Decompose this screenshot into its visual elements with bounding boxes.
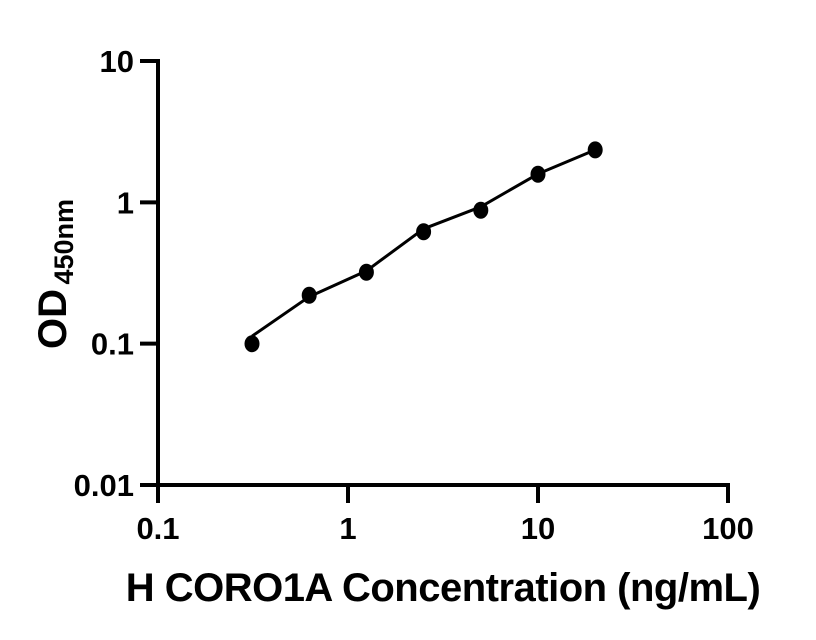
x-tick-label: 100 [702, 511, 754, 546]
x-tick-label: 1 [339, 511, 356, 546]
y-tick-label: 1 [117, 185, 134, 220]
data-point [416, 223, 432, 241]
data-point [358, 263, 374, 281]
x-tick-label: 0.1 [136, 511, 179, 546]
x-tick-label: 10 [521, 511, 555, 546]
data-point [473, 201, 489, 219]
y-axis-title: OD 450nm [31, 199, 79, 349]
axis-spines [156, 59, 730, 503]
y-tick-label: 0.01 [74, 468, 134, 503]
y-axis-title-main: OD [31, 289, 75, 349]
axes [156, 59, 730, 503]
data-point [244, 335, 260, 353]
data-point [301, 286, 317, 304]
y-tick-label: 0.1 [91, 327, 134, 362]
y-tick-label: 10 [100, 44, 134, 79]
data-point [530, 165, 546, 183]
y-axis-title-subscript: 450nm [49, 199, 79, 285]
data-series [244, 141, 603, 353]
data-point [587, 141, 603, 159]
x-axis-title: H CORO1A Concentration (ng/mL) [126, 566, 761, 610]
